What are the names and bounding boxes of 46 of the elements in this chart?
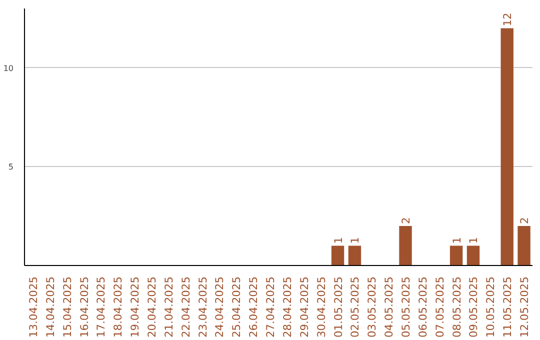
- x-tick-label: 20.04.2025: [146, 276, 158, 338]
- data-label: 1: [332, 236, 345, 244]
- x-tick-label: 18.04.2025: [112, 276, 125, 338]
- bar: [331, 246, 344, 266]
- bar: [399, 226, 412, 266]
- x-tick-label: 25.04.2025: [230, 276, 244, 338]
- x-tick-label: 04.05.2025: [382, 276, 396, 338]
- x-tick-label: 02.05.2025: [348, 276, 362, 338]
- x-tick-label: 12.05.2025: [518, 276, 532, 338]
- x-tick-label: 11.05.2025: [501, 276, 514, 338]
- data-label: 2: [400, 217, 412, 224]
- x-tick-label: 15.04.2025: [60, 276, 74, 338]
- x-tick-label: 26.04.2025: [247, 276, 260, 338]
- data-label: 1: [348, 236, 362, 244]
- x-tick-label: 23.04.2025: [196, 276, 210, 338]
- x-tick-label: 27.04.2025: [264, 276, 278, 338]
- x-tick-label: 17.04.2025: [94, 276, 108, 338]
- data-label: 1: [467, 236, 480, 244]
- data-label: 12: [501, 12, 514, 26]
- x-tick-label: 22.04.2025: [179, 276, 192, 338]
- x-tick-label: 13.04.2025: [26, 276, 40, 338]
- x-tick-label: 19.04.2025: [128, 276, 142, 338]
- x-tick-label: 24.04.2025: [213, 276, 226, 338]
- x-tick-label: 21.04.2025: [162, 276, 176, 338]
- y-tick-label: 5: [8, 162, 14, 172]
- x-tick-label: 06.05.2025: [416, 276, 430, 338]
- x-tick-label: 28.04.2025: [280, 276, 294, 338]
- x-tick-label: 10.05.2025: [484, 276, 498, 338]
- bar: [518, 226, 530, 266]
- x-tick-label: 08.05.2025: [450, 276, 464, 338]
- x-tick-label: 05.05.2025: [400, 276, 412, 338]
- x-tick-label: 29.04.2025: [298, 276, 311, 338]
- data-label: 1: [450, 236, 464, 244]
- bar: [348, 246, 362, 266]
- bar: [466, 246, 480, 266]
- x-tick-label: 30.04.2025: [314, 276, 328, 338]
- x-tick-label: 14.04.2025: [44, 276, 57, 338]
- bar: [500, 28, 514, 266]
- x-tick-label: 07.05.2025: [433, 276, 446, 338]
- data-label: 2: [518, 217, 532, 224]
- x-tick-label: 01.05.2025: [332, 276, 345, 338]
- x-tick-label: 09.05.2025: [467, 276, 480, 338]
- x-tick-label: 03.05.2025: [366, 276, 379, 338]
- y-tick-label: 10: [3, 64, 14, 73]
- x-tick-label: 16.04.2025: [78, 276, 91, 338]
- bar: [450, 246, 463, 266]
